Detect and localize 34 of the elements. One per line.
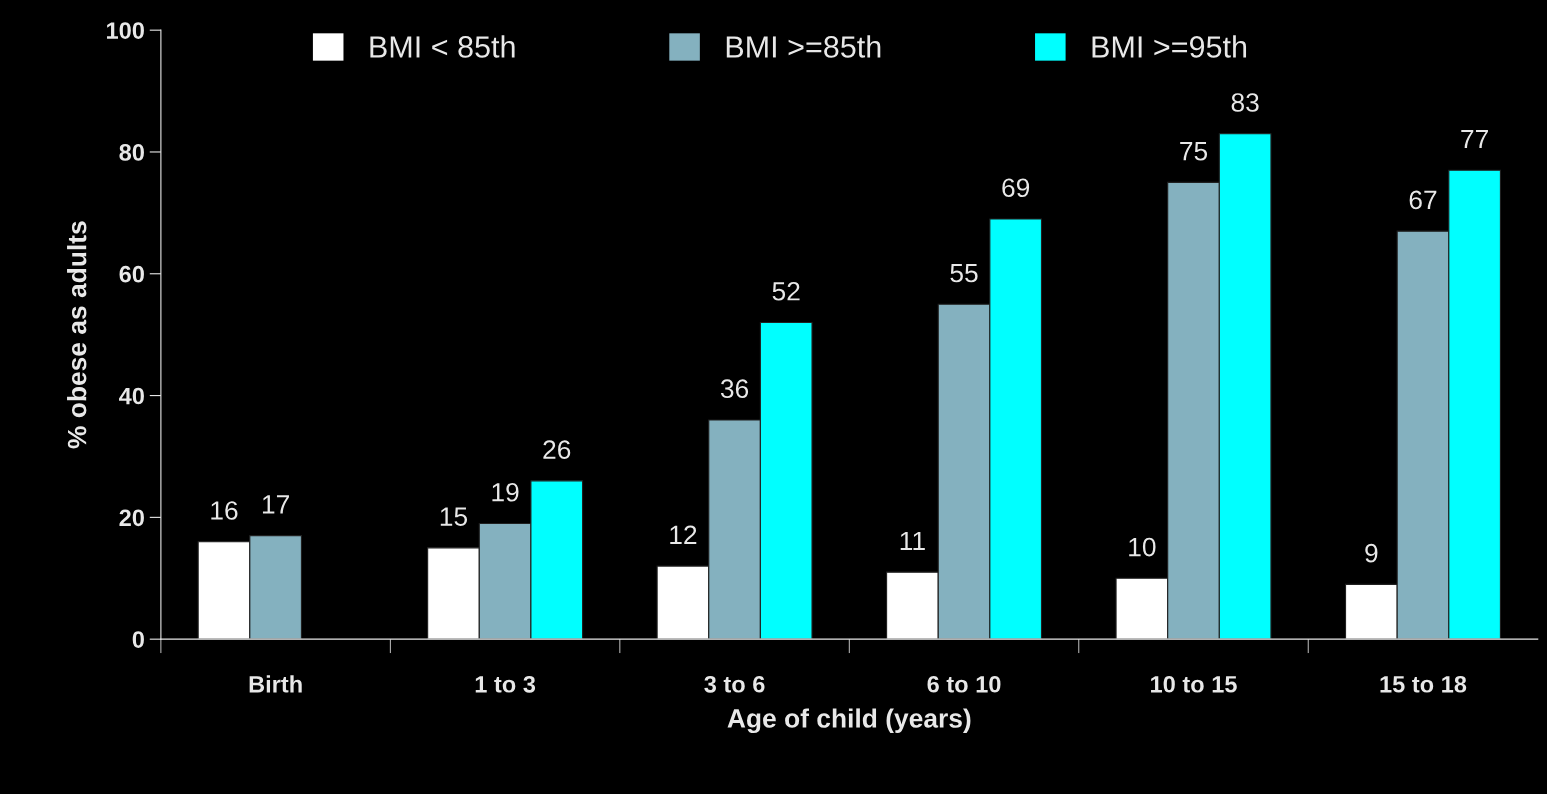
data-label: 16 bbox=[211, 501, 238, 520]
y-tick-label: 0 bbox=[132, 631, 144, 648]
x-tick-label: 6 to 10 bbox=[927, 675, 1001, 693]
x-tick-label: 15 to 18 bbox=[1380, 675, 1467, 693]
data-label: 12 bbox=[670, 525, 697, 544]
y-axis-title: % obese as adults bbox=[67, 221, 87, 449]
data-label: 19 bbox=[492, 482, 519, 502]
y-tick-label: 80 bbox=[119, 144, 144, 161]
data-label: 67 bbox=[1409, 190, 1437, 210]
y-tick-label: 20 bbox=[119, 509, 144, 527]
y-tick-label: 60 bbox=[119, 265, 144, 283]
x-tick-label: 10 to 15 bbox=[1151, 675, 1237, 693]
data-label: 10 bbox=[1129, 537, 1156, 557]
y-tick-label: 100 bbox=[107, 22, 144, 39]
data-label: 11 bbox=[900, 531, 925, 551]
data-label: 36 bbox=[720, 379, 749, 399]
data-label: 77 bbox=[1461, 129, 1488, 149]
x-axis-title: Age of child (years) bbox=[727, 708, 971, 734]
x-tick-label: Birth bbox=[249, 675, 302, 693]
data-label: 26 bbox=[543, 440, 571, 459]
data-label: 17 bbox=[262, 495, 289, 514]
y-tick-label: 40 bbox=[119, 387, 144, 405]
data-label: 52 bbox=[772, 281, 800, 301]
legend-label: BMI >=85th bbox=[726, 35, 881, 58]
data-label: 75 bbox=[1180, 142, 1208, 161]
data-label: 55 bbox=[950, 263, 978, 283]
data-label: 15 bbox=[440, 507, 468, 526]
x-tick-label: 1 to 3 bbox=[475, 675, 536, 693]
data-label: 83 bbox=[1231, 93, 1259, 112]
legend-label: BMI < 85th bbox=[370, 35, 515, 58]
data-label: 69 bbox=[1002, 178, 1030, 198]
x-tick-label: 3 to 6 bbox=[704, 675, 765, 693]
legend-label: BMI >=95th bbox=[1092, 35, 1247, 58]
data-label: 9 bbox=[1365, 543, 1378, 563]
